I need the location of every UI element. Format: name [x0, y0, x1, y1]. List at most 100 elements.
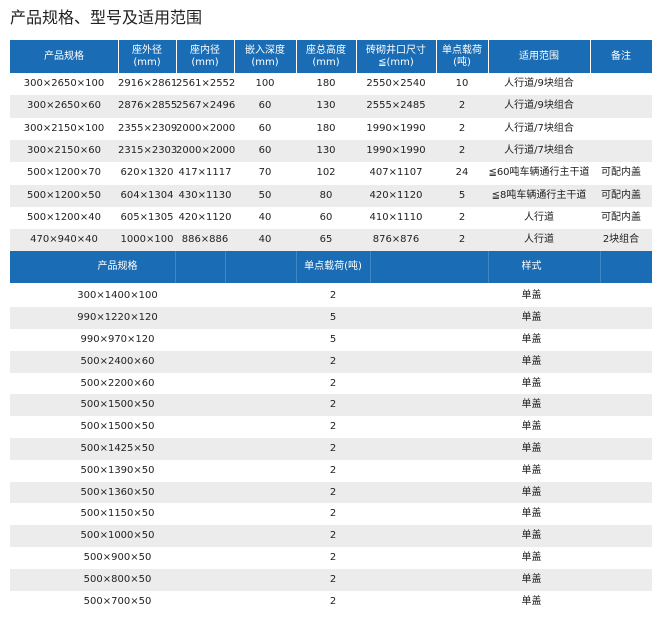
cell: 人行道/9块组合: [504, 78, 574, 90]
cell: 1000×100: [120, 234, 174, 246]
cell: 人行道: [524, 234, 554, 246]
cell: 65: [319, 234, 333, 246]
header-cell: 座内径: [190, 44, 220, 56]
cell: 886×886: [181, 234, 229, 246]
cell: 2555×2485: [366, 100, 426, 112]
cell: 620×1320: [120, 167, 174, 179]
cell: 300×2650×60: [26, 100, 102, 112]
cell: 2000×2000: [176, 122, 236, 134]
cell: 单盖: [521, 508, 542, 520]
cell: 430×1130: [178, 189, 232, 201]
header-divider: [370, 251, 371, 284]
header-cell: (吨): [453, 56, 471, 68]
cell: 2: [458, 211, 466, 223]
cell: 单盖: [521, 530, 542, 542]
header-divider: [118, 40, 119, 73]
cell: 500×1000×50: [80, 530, 155, 542]
cell: 2: [329, 508, 337, 520]
row-bg: [10, 394, 652, 417]
cell: 605×1305: [120, 211, 174, 223]
cell: 单盖: [521, 551, 542, 563]
cell: 单盖: [521, 290, 542, 302]
cell: 300×2650×100: [23, 78, 105, 90]
header-row: [10, 251, 652, 284]
cell: 500×900×50: [83, 551, 152, 563]
cell: 单盖: [521, 399, 542, 411]
cell: 单盖: [521, 595, 542, 607]
cell: 420×1120: [178, 211, 232, 223]
cell: 可配内盖: [601, 189, 641, 201]
header-divider: [176, 40, 177, 73]
cell: 2: [329, 290, 337, 302]
cell: 500×1150×50: [80, 508, 155, 520]
cell: 500×2200×60: [80, 377, 155, 389]
cell: 1990×1990: [366, 122, 426, 134]
header-divider: [225, 251, 226, 284]
cell: 单盖: [521, 442, 542, 454]
cell: 5: [329, 333, 337, 345]
cell: 70: [258, 167, 272, 179]
cell: 500×2400×60: [80, 355, 155, 367]
cell: 500×1360×50: [80, 486, 155, 498]
row-bg: [10, 95, 652, 118]
cell: 人行道: [524, 211, 554, 223]
header-divider: [296, 251, 297, 284]
row-bg: [10, 481, 652, 504]
cell: 单盖: [521, 333, 542, 345]
row-bg: [10, 184, 652, 207]
cell: 500×700×50: [83, 595, 152, 607]
cell: 2: [329, 399, 337, 411]
header-cell: 嵌入深度: [245, 44, 285, 56]
header-cell: 产品规格: [44, 50, 84, 62]
header-divider: [600, 251, 601, 284]
header-divider: [234, 40, 235, 73]
cell: 130: [316, 145, 336, 157]
header-cell: 产品规格: [97, 261, 138, 273]
cell: ≦8吨车辆通行主干道: [491, 189, 587, 201]
header-divider: [488, 251, 489, 284]
cell: 单盖: [521, 573, 542, 585]
cell: 300×2150×60: [26, 145, 102, 157]
cell: 500×1390×50: [80, 464, 155, 476]
header-divider: [175, 251, 176, 284]
header-row: [10, 40, 652, 73]
cell: 2916×2861: [118, 78, 178, 90]
header-cell: 单点载荷(吨): [304, 261, 362, 273]
header-cell: (mm): [251, 56, 279, 68]
cell: 80: [319, 189, 333, 201]
cell: ≦60吨车辆通行主干道: [488, 167, 590, 179]
cell: 417×1117: [178, 167, 232, 179]
header-cell: 座外径: [132, 44, 162, 56]
header-cell: ≦(mm): [378, 56, 414, 68]
cell: 500×800×50: [83, 573, 152, 585]
header-cell: 备注: [611, 50, 631, 62]
cell: 470×940×40: [30, 234, 98, 246]
cell: 2355×2309: [118, 122, 178, 134]
cell: 2550×2540: [366, 78, 426, 90]
cell: 500×1200×50: [26, 189, 102, 201]
cell: 2: [458, 122, 466, 134]
cell: 单盖: [521, 464, 542, 476]
cell: 50: [258, 189, 272, 201]
cell: 单盖: [521, 312, 542, 324]
header-divider: [488, 40, 489, 73]
cell: 2: [329, 421, 337, 433]
cell: 5: [329, 312, 337, 324]
cell: 40: [258, 234, 272, 246]
row-bg: [10, 350, 652, 373]
cell: 876×876: [372, 234, 420, 246]
cell: 可配内盖: [601, 211, 641, 223]
cell: 2567×2496: [176, 100, 236, 112]
cell: 单盖: [521, 421, 542, 433]
header-cell: 砖砌井口尺寸: [366, 44, 426, 56]
cell: 5: [458, 189, 466, 201]
header-divider: [436, 40, 437, 73]
header-cell: 座总高度: [306, 44, 346, 56]
header-divider: [590, 40, 591, 73]
cell: 40: [258, 211, 272, 223]
cell: 2: [329, 464, 337, 476]
cell: 2: [329, 377, 337, 389]
header-cell: (mm): [312, 56, 340, 68]
cell: 单盖: [521, 486, 542, 498]
